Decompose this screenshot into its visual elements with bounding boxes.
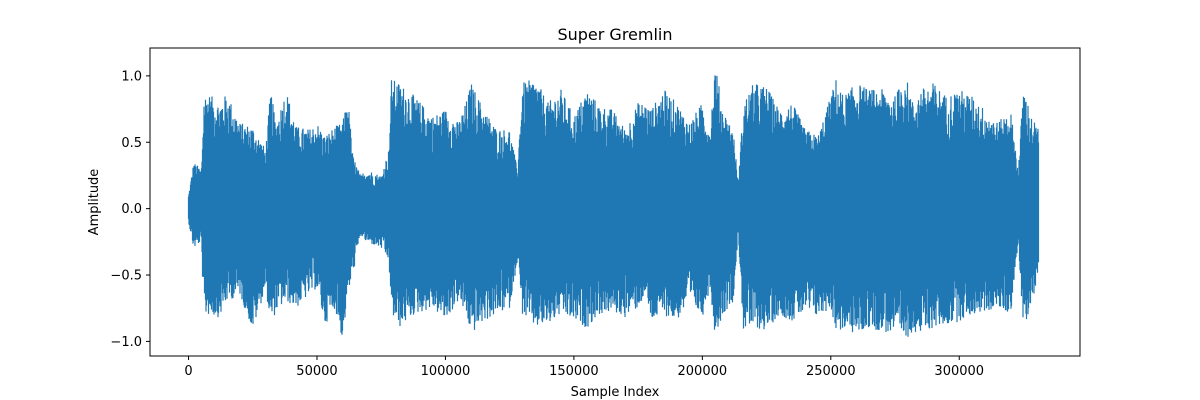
x-tick-label: 150000	[549, 364, 599, 379]
chart-title: Super Gremlin	[557, 25, 672, 44]
y-axis-label: Amplitude	[87, 169, 102, 236]
x-tick-label: 0	[184, 364, 192, 379]
x-tick-label: 200000	[678, 364, 728, 379]
y-tick-label: −0.5	[110, 269, 142, 284]
y-tick-label: 0.5	[121, 136, 142, 151]
y-tick-label: −1.0	[110, 335, 142, 350]
y-tick-label: 0.0	[121, 202, 142, 217]
x-tick-label: 300000	[934, 364, 984, 379]
x-axis: 0 50000 100000 150000 200000 250000 300000	[184, 356, 984, 379]
y-tick-label: 1.0	[121, 69, 142, 84]
plot-frame	[149, 47, 1081, 357]
x-tick-label: 250000	[806, 364, 856, 379]
series-line-amplitude	[187, 75, 1040, 337]
x-axis-label: Sample Index	[571, 385, 660, 400]
plot-area	[187, 75, 1040, 337]
x-tick-label: 100000	[421, 364, 471, 379]
y-axis: −1.0 −0.5 0.0 0.5 1.0	[110, 69, 150, 350]
x-tick-label: 50000	[296, 364, 337, 379]
